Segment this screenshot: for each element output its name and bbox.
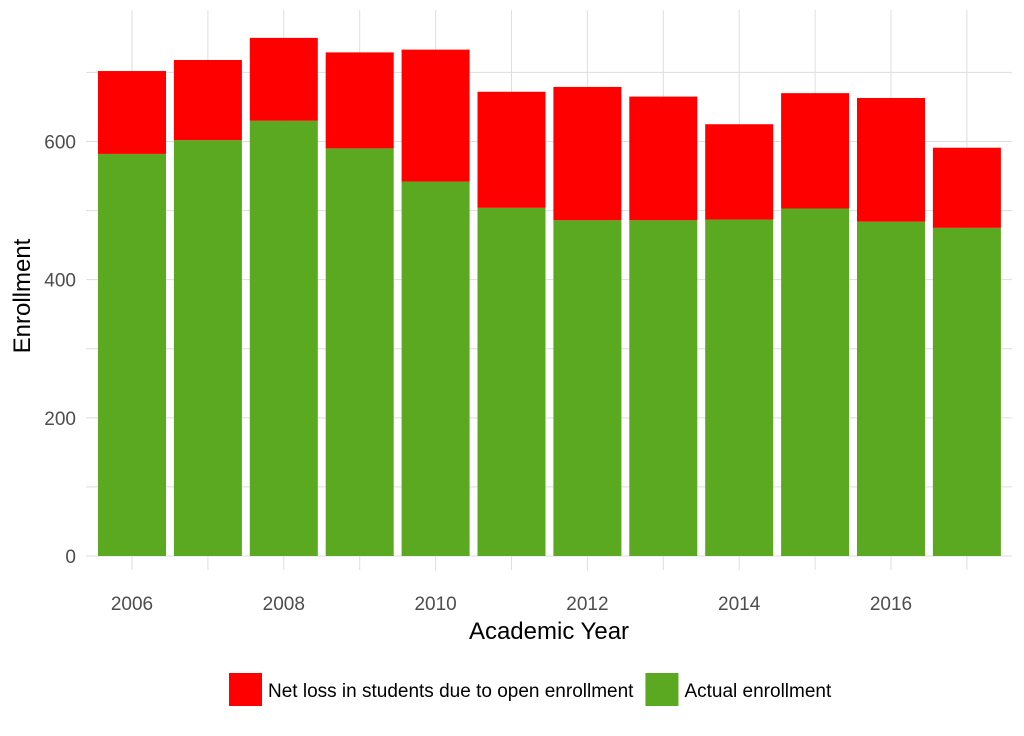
bar-net-loss-2007 — [173, 59, 242, 141]
y-axis-title: Enrollment — [9, 238, 36, 353]
legend-label: Net loss in students due to open enrollm… — [268, 681, 634, 702]
bar-net-loss-2011 — [477, 91, 546, 208]
bar-actual-enrollment-2008 — [249, 120, 318, 557]
bar-net-loss-2014 — [705, 124, 774, 220]
legend-label: Actual enrollment — [684, 681, 832, 702]
bar-actual-enrollment-2015 — [781, 208, 850, 556]
bar-actual-enrollment-2006 — [98, 153, 166, 556]
x-tick-label: 2014 — [718, 594, 761, 615]
x-tick-label: 2016 — [870, 594, 912, 615]
bar-actual-enrollment-2017 — [932, 227, 1001, 556]
bar-net-loss-2010 — [401, 49, 470, 182]
x-tick-label: 2008 — [263, 594, 305, 615]
legend: Net loss in students due to open enrollm… — [229, 673, 832, 706]
bar-net-loss-2017 — [932, 147, 1001, 228]
bar-net-loss-2016 — [857, 97, 925, 222]
y-tick-label: 0 — [65, 547, 76, 568]
y-tick-label: 200 — [44, 409, 76, 430]
bar-net-loss-2006 — [98, 71, 166, 154]
bar-net-loss-2008 — [249, 37, 318, 121]
y-tick-label: 400 — [44, 271, 76, 292]
legend-key-swatch — [645, 673, 679, 706]
bar-net-loss-2009 — [325, 52, 394, 149]
y-tick-label: 600 — [44, 133, 76, 154]
bar-actual-enrollment-2016 — [857, 221, 925, 557]
legend-key-swatch — [229, 673, 262, 706]
bar-actual-enrollment-2012 — [553, 220, 622, 556]
x-tick-label: 2006 — [111, 594, 153, 615]
bar-actual-enrollment-2010 — [401, 181, 470, 556]
bar-actual-enrollment-2013 — [629, 220, 698, 556]
bar-actual-enrollment-2007 — [173, 140, 242, 556]
bar-net-loss-2012 — [553, 86, 622, 221]
x-tick-label: 2010 — [414, 594, 456, 615]
x-tick-label: 2012 — [566, 594, 608, 615]
bar-actual-enrollment-2009 — [325, 148, 394, 557]
bar-net-loss-2013 — [629, 96, 698, 221]
bar-net-loss-2015 — [781, 93, 850, 209]
bar-actual-enrollment-2014 — [705, 219, 774, 557]
tick-labels: 0 200 400 600 2006 2008 2010 2012 2014 2016 — [44, 133, 912, 616]
x-axis-title: Academic Year — [469, 618, 629, 645]
bars — [98, 37, 1001, 557]
bar-actual-enrollment-2011 — [477, 207, 546, 556]
